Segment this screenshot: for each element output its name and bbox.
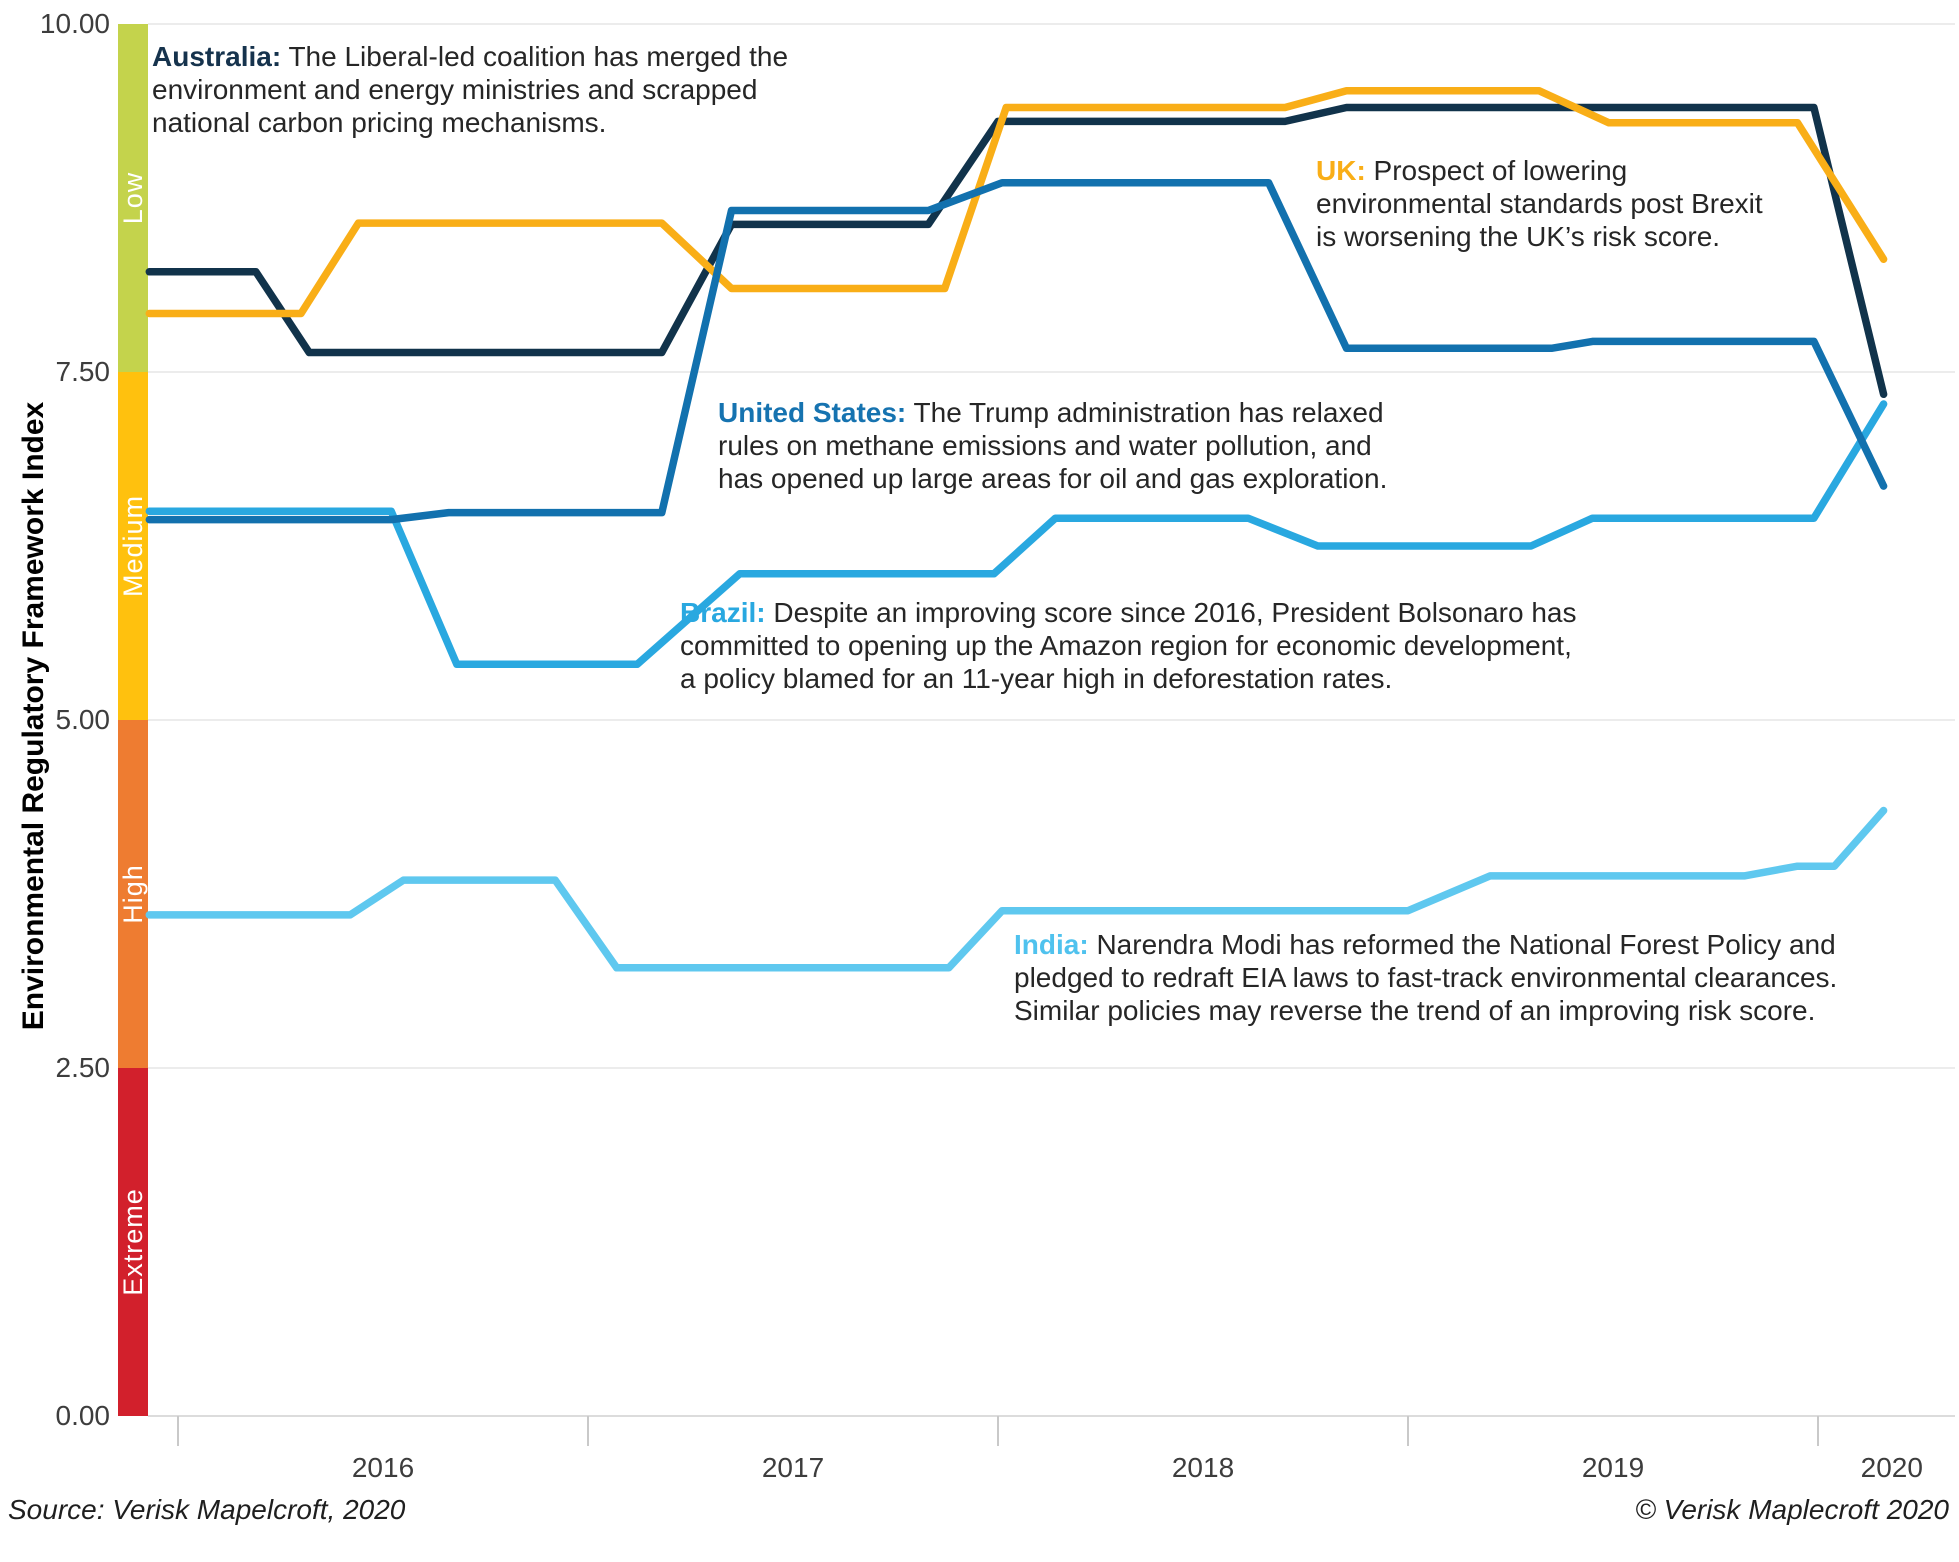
annotation-brazil-text: Despite an improving score since 2016, P… bbox=[680, 597, 1577, 694]
risk-band-medium bbox=[118, 372, 148, 720]
risk-band-high bbox=[118, 720, 148, 1068]
series-line-brazil bbox=[145, 400, 1888, 669]
x-axis-label-2016: 2016 bbox=[351, 1452, 415, 1483]
risk-band-label-extreme: Extreme bbox=[118, 1188, 148, 1296]
y-tick-label-5.00: 5.00 bbox=[55, 704, 111, 735]
annotation-united-states-label: United States: bbox=[718, 397, 907, 428]
series-line-australia bbox=[145, 103, 1888, 399]
y-tick-label-0.00: 0.00 bbox=[55, 1400, 111, 1431]
risk-band-extreme bbox=[118, 1068, 148, 1416]
annotation-india-label: India: bbox=[1014, 929, 1089, 960]
y-tick-label-7.50: 7.50 bbox=[55, 356, 111, 387]
x-axis-label-2017: 2017 bbox=[761, 1452, 825, 1483]
series-line-india bbox=[145, 806, 1888, 972]
y-axis-title: Environmental Regulatory Framework Index bbox=[17, 401, 50, 1031]
annotation-uk-text: Prospect of lowering environmental stand… bbox=[1316, 155, 1763, 252]
y-tick-label-2.50: 2.50 bbox=[55, 1052, 111, 1083]
source-text: Source: Verisk Mapelcroft, 2020 bbox=[8, 1494, 406, 1525]
risk-band-label-low: Low bbox=[118, 172, 148, 225]
copyright-text: © Verisk Maplecroft 2020 bbox=[1635, 1494, 1949, 1525]
x-axis-label-2019: 2019 bbox=[1581, 1452, 1645, 1483]
annotation-australia-label: Australia: bbox=[152, 41, 282, 72]
annotation-brazil: Brazil: Despite an improving score since… bbox=[680, 596, 1576, 695]
annotation-united-states-text: The Trump administration has relaxed rul… bbox=[718, 397, 1388, 494]
y-tick-label-10.00: 10.00 bbox=[39, 8, 110, 39]
annotation-united-states: United States: The Trump administration … bbox=[718, 396, 1387, 495]
annotation-uk-label: UK: bbox=[1316, 155, 1366, 186]
annotation-australia: Australia: The Liberal-led coalition has… bbox=[152, 40, 788, 139]
annotation-australia-text: The Liberal-led coalition has merged the… bbox=[152, 41, 789, 138]
annotation-india: India: Narendra Modi has reformed the Na… bbox=[1014, 928, 1837, 1027]
series-line-united-states bbox=[145, 178, 1888, 524]
annotation-india-text: Narendra Modi has reformed the National … bbox=[1014, 929, 1838, 1026]
risk-band-low bbox=[118, 24, 148, 372]
annotation-brazil-label: Brazil: bbox=[680, 597, 766, 628]
annotation-uk: UK: Prospect of lowering environmental s… bbox=[1316, 154, 1763, 253]
x-axis-label-2020: 2020 bbox=[1860, 1452, 1923, 1483]
series-line-uk bbox=[145, 87, 1888, 318]
x-axis-label-2018: 2018 bbox=[1171, 1452, 1235, 1483]
risk-band-label-medium: Medium bbox=[118, 495, 148, 597]
risk-band-label-high: High bbox=[118, 864, 148, 924]
